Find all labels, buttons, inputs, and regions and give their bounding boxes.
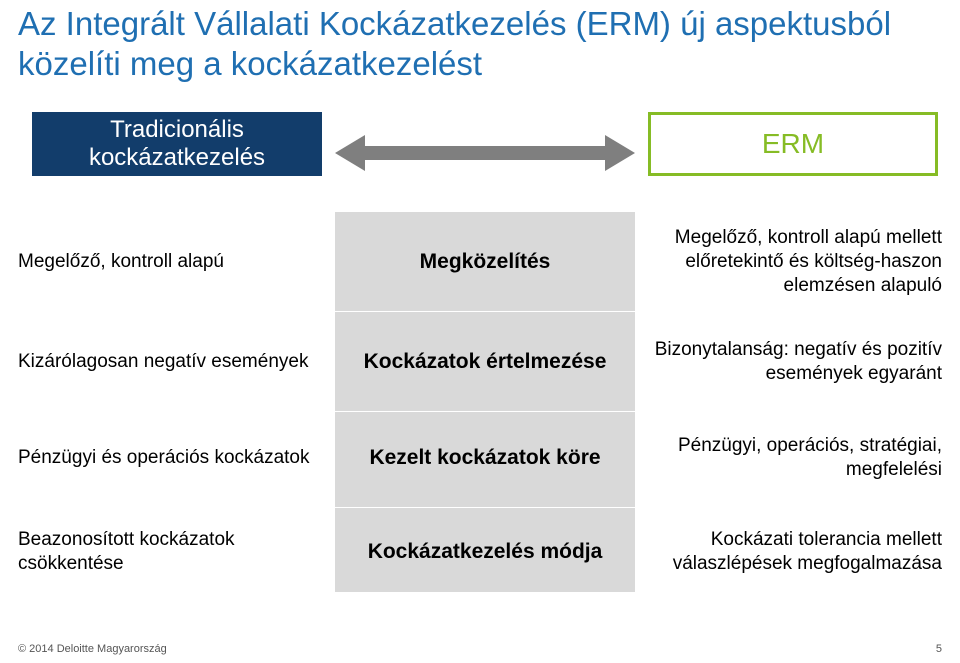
header-box-traditional: Tradicionális kockázatkezelés bbox=[32, 112, 322, 176]
row-left-text: Pénzügyi és operációs kockázatok bbox=[18, 418, 318, 498]
page-number: 5 bbox=[936, 643, 942, 655]
comparison-row: Megelőző, kontroll alapú Megközelítés Me… bbox=[18, 222, 942, 302]
header-box-traditional-label: Tradicionális kockázatkezelés bbox=[32, 116, 322, 172]
page-title: Az Integrált Vállalati Kockázatkezelés (… bbox=[18, 4, 918, 83]
row-right-text: Kockázati tolerancia mellett válaszlépés… bbox=[642, 512, 942, 592]
row-center-label: Kockázatkezelés módja bbox=[335, 512, 635, 592]
row-divider bbox=[335, 411, 635, 412]
arrow-left-head bbox=[335, 135, 365, 171]
arrow-right-head bbox=[605, 135, 635, 171]
row-left-text: Kizárólagosan negatív események bbox=[18, 322, 318, 402]
row-center-label: Megközelítés bbox=[335, 222, 635, 302]
header-box-erm: ERM bbox=[648, 112, 938, 176]
arrow-shaft bbox=[363, 146, 607, 160]
comparison-row: Beazonosított kockázatok csökkentése Koc… bbox=[18, 512, 942, 592]
row-divider bbox=[335, 311, 635, 312]
double-arrow-icon bbox=[335, 135, 635, 171]
comparison-row: Pénzügyi és operációs kockázatok Kezelt … bbox=[18, 418, 942, 498]
row-center-label: Kockázatok értelmezése bbox=[335, 322, 635, 402]
comparison-row: Kizárólagosan negatív események Kockázat… bbox=[18, 322, 942, 402]
row-left-text: Beazonosított kockázatok csökkentése bbox=[18, 512, 318, 592]
footer-copyright: © 2014 Deloitte Magyarország bbox=[18, 643, 167, 655]
row-right-text: Pénzügyi, operációs, stratégiai, megfele… bbox=[642, 418, 942, 498]
row-center-label: Kezelt kockázatok köre bbox=[335, 418, 635, 498]
row-divider bbox=[335, 507, 635, 508]
row-right-text: Megelőző, kontroll alapú mellett előrete… bbox=[642, 222, 942, 302]
row-left-text: Megelőző, kontroll alapú bbox=[18, 222, 318, 302]
header-box-erm-label: ERM bbox=[762, 128, 824, 160]
row-right-text: Bizonytalanság: negatív és pozitív esemé… bbox=[642, 322, 942, 402]
